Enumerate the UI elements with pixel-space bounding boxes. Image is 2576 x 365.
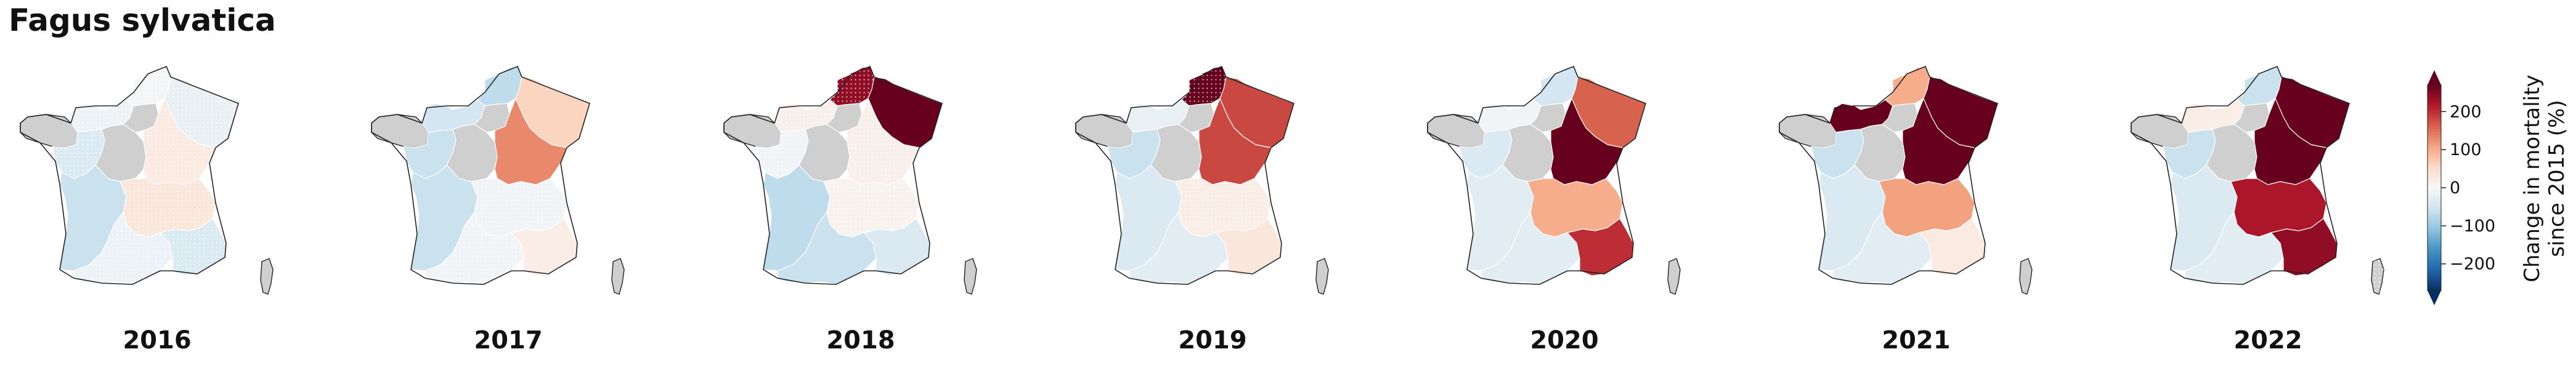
hatch-auvergne-rhone-alpes [120, 178, 216, 237]
colorbar-tick-label: −200 [2450, 255, 2495, 274]
colorbar-svg: 200 100 0 −100 −200 [2427, 70, 2495, 305]
colorbar-tick-label: 0 [2450, 178, 2460, 198]
region-brittany [371, 114, 429, 148]
country-outline [371, 65, 590, 285]
france-map [20, 65, 274, 295]
region-corsica [611, 258, 625, 295]
colorbar-tick-label: 100 [2450, 140, 2482, 159]
hatch-pays-de-la-loire [52, 129, 105, 178]
france-map [1427, 65, 1681, 295]
map-panel-2021: 2021 [1762, 55, 2070, 357]
colorbar-extend-top [2428, 70, 2441, 85]
france-map [1075, 65, 1329, 295]
hatch-grand-est [165, 77, 238, 148]
france-map [1779, 65, 2033, 295]
colorbar-title-line2: since 2015 (%) [2545, 100, 2569, 257]
region-brittany [1427, 114, 1485, 148]
country-outline [1427, 65, 1646, 285]
region-corsica [1667, 258, 1681, 295]
year-label: 2019 [1178, 326, 1247, 355]
hatch-corsica [2371, 259, 2384, 294]
hatch-auvergne-rhone-alpes [471, 178, 567, 237]
map-panel-2018: 2018 [707, 55, 1015, 357]
colorbar: 200 100 0 −100 −200 [2427, 68, 2495, 308]
country-outline [1075, 65, 1294, 285]
region-ile-de-france [2233, 103, 2270, 133]
map-panel-2016: 2016 [3, 55, 311, 357]
region-brittany [20, 114, 78, 148]
region-corsica [2019, 258, 2033, 295]
year-label: 2016 [123, 326, 192, 355]
country-outline [2131, 65, 2350, 285]
hatch-hauts-de-france [1182, 66, 1226, 106]
hatch-normandy [71, 100, 134, 132]
france-map [723, 65, 977, 295]
map-panel-2019: 2019 [1058, 55, 1367, 357]
country-outline [20, 65, 239, 285]
region-ile-de-france [826, 103, 863, 133]
country-outline [723, 65, 943, 285]
region-ile-de-france [123, 103, 159, 133]
year-label: 2017 [474, 326, 543, 355]
region-brittany [1075, 114, 1133, 148]
region-ile-de-france [1530, 103, 1566, 133]
hatch-occitanie [74, 212, 173, 284]
country-outline [1779, 65, 1998, 285]
year-label: 2020 [1530, 326, 1599, 355]
region-corsica [964, 258, 977, 295]
colorbar-title-line1: Change in mortality [2520, 74, 2545, 283]
hatch-pays-de-la-loire [756, 129, 808, 178]
hatch-hauts-de-france [126, 66, 171, 106]
hatch-bourgogne-franche-comte [144, 98, 216, 185]
colorbar-gradient [2427, 84, 2442, 291]
hatch-normandy [774, 100, 837, 132]
map-panel-2022: 2022 [2114, 55, 2422, 357]
hatch-hauts-de-france [830, 66, 874, 106]
hatch-auvergne-rhone-alpes [824, 178, 919, 237]
year-label: 2018 [826, 326, 895, 355]
colorbar-extend-bottom [2428, 291, 2441, 305]
year-label: 2022 [2233, 326, 2302, 355]
france-map [2131, 65, 2384, 295]
hatch-auvergne-rhone-alpes [1176, 178, 1271, 237]
france-map [371, 65, 625, 295]
colorbar-tick-label: 200 [2450, 102, 2482, 121]
map-panel-2017: 2017 [354, 55, 662, 357]
year-label: 2021 [1882, 326, 1951, 355]
region-ile-de-france [474, 103, 510, 133]
region-brittany [723, 114, 781, 148]
hatch-bourgogne-franche-comte [847, 98, 919, 185]
page-title: Fagus sylvatica [9, 2, 276, 38]
region-brittany [2131, 114, 2188, 148]
hatch-provence-alpes-cote-d-azur [160, 219, 226, 276]
colorbar-tick-label: −100 [2450, 217, 2495, 236]
region-ile-de-france [1882, 103, 1918, 133]
map-panel-2020: 2020 [1410, 55, 1718, 357]
hatch-occitanie [425, 212, 524, 284]
region-brittany [1779, 114, 1837, 148]
region-corsica [1315, 258, 1329, 295]
region-corsica [260, 258, 274, 295]
region-ile-de-france [1178, 103, 1214, 133]
